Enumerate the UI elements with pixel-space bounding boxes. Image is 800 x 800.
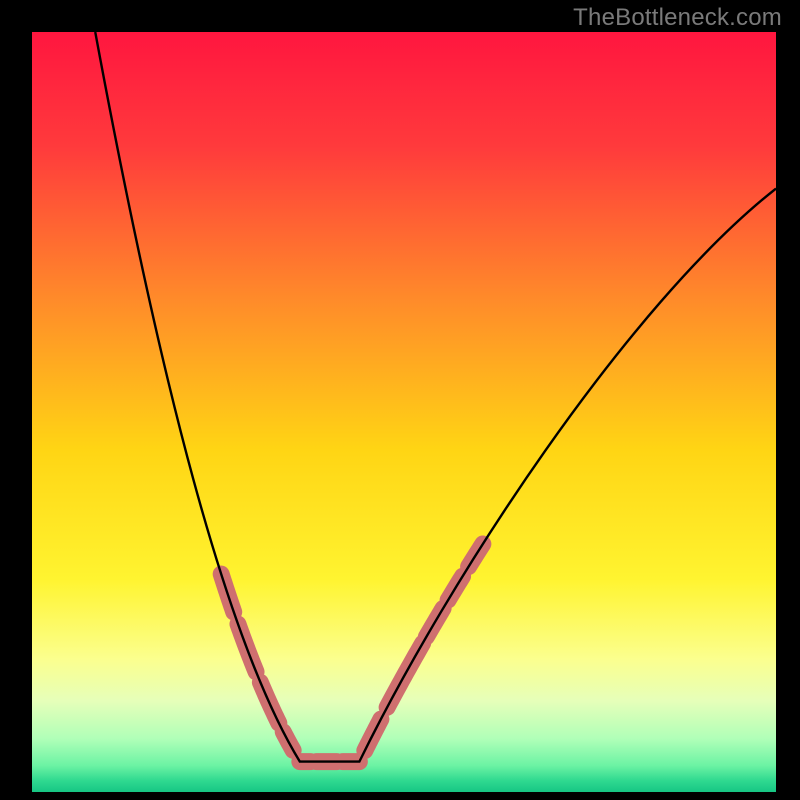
watermark-text: TheBottleneck.com: [573, 4, 782, 32]
figure-container: TheBottleneck.com: [0, 0, 800, 800]
plot-svg: [32, 32, 776, 792]
plot-area: [32, 32, 776, 792]
